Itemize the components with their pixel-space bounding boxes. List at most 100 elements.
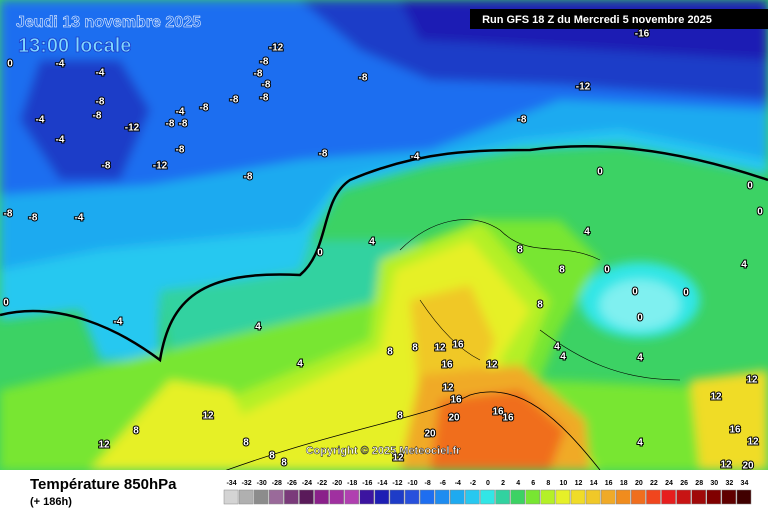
isotherm-label: 12 (486, 360, 498, 371)
isotherm-label: 12 (98, 440, 110, 451)
legend-label: 6 (531, 480, 535, 487)
legend-label: -22 (317, 480, 327, 487)
legend-label: -8 (425, 480, 431, 487)
isotherm-label: -4 (411, 152, 420, 163)
legend-swatch (631, 489, 646, 505)
isotherm-label: -8 (518, 115, 527, 126)
legend-label: -26 (287, 480, 297, 487)
isotherm-label: 0 (7, 59, 13, 70)
isotherm-label: 0 (632, 287, 638, 298)
forecast-date: Jeudi 13 novembre 2025 (16, 14, 201, 31)
legend-swatch (329, 489, 344, 505)
legend-label: 10 (560, 480, 568, 487)
isotherm-label: 20 (424, 429, 436, 440)
isotherm-label: 0 (757, 207, 763, 218)
isotherm-label: -8 (319, 149, 328, 160)
legend-swatch (314, 489, 329, 505)
isotherm-label: -12 (576, 82, 591, 93)
isotherm-label: 16 (441, 360, 453, 371)
legend-swatch (465, 489, 480, 505)
isotherm-label: -4 (56, 135, 65, 146)
isotherm-label: -4 (114, 317, 123, 328)
isotherm-label: -8 (262, 80, 271, 91)
isotherm-label: -8 (244, 172, 253, 183)
isotherm-label: -8 (176, 145, 185, 156)
legend-swatch (419, 489, 435, 505)
legend-label: 16 (605, 480, 613, 487)
isotherm-label: 4 (584, 227, 590, 238)
legend-label: -4 (455, 480, 461, 487)
legend-swatch (374, 489, 390, 505)
legend-swatch (676, 489, 691, 505)
legend-label: 30 (710, 480, 718, 487)
legend-swatch (238, 489, 254, 505)
isotherm-label: -8 (96, 97, 105, 108)
isotherm-label: -8 (260, 93, 269, 104)
isotherm-label: 16 (502, 413, 514, 424)
isotherm-label: 4 (560, 352, 566, 363)
legend-label: 28 (695, 480, 703, 487)
legend-label: -32 (242, 480, 252, 487)
legend-swatch (555, 489, 571, 505)
isotherm-label: -8 (102, 161, 111, 172)
isotherm-label: 8 (397, 411, 403, 422)
isotherm-label: 12 (720, 460, 732, 471)
legend-swatch (646, 489, 661, 505)
legend-swatch (389, 489, 405, 505)
isotherm-label: -8 (359, 73, 368, 84)
legend-swatch (434, 489, 450, 505)
isotherm-label: 16 (729, 425, 741, 436)
isotherm-label: 0 (3, 298, 9, 309)
isotherm-label: -8 (93, 111, 102, 122)
legend-swatch (269, 489, 284, 505)
isotherm-label: 8 (281, 458, 287, 469)
isotherm-label: -4 (75, 213, 84, 224)
isotherm-label: 16 (450, 395, 462, 406)
legend-swatch (223, 489, 239, 505)
legend-swatch (495, 489, 510, 505)
isotherm-label: 16 (492, 407, 504, 418)
legend-swatch (404, 489, 420, 505)
legend-label: -18 (347, 480, 357, 487)
isotherm-label: 12 (747, 437, 759, 448)
isotherm-label: 8 (412, 343, 418, 354)
legend-swatch (359, 489, 375, 505)
legend-swatch (253, 489, 269, 505)
legend-swatch (344, 489, 360, 505)
isotherm-label: 20 (742, 461, 754, 472)
isotherm-label: 0 (747, 181, 753, 192)
isotherm-label: 8 (133, 426, 139, 437)
legend-swatch (615, 489, 631, 505)
isotherm-label: 12 (392, 453, 404, 464)
legend-label: -6 (440, 480, 446, 487)
legend-swatch (600, 489, 616, 505)
legend-label: -10 (408, 480, 418, 487)
legend-label: -2 (470, 480, 476, 487)
isotherm-label: 8 (517, 245, 523, 256)
temperature-field (0, 0, 768, 470)
field-title: Température 850hPa (30, 476, 177, 493)
legend-label: 12 (575, 480, 583, 487)
legend-swatch (706, 489, 722, 505)
isotherm-label: 0 (637, 313, 643, 324)
lead-time: (+ 186h) (30, 496, 72, 508)
isotherm-label: 8 (387, 347, 393, 358)
legend-label: 32 (725, 480, 733, 487)
isotherm-label: 4 (554, 342, 560, 353)
isotherm-label: -12 (269, 43, 284, 54)
isotherm-label: 0 (597, 167, 603, 178)
legend-label: 20 (635, 480, 643, 487)
isotherm-label: 0 (317, 248, 323, 259)
legend-label: -28 (272, 480, 282, 487)
forecast-time: 13:00 locale (18, 35, 131, 57)
isotherm-label: -4 (96, 68, 105, 79)
legend-swatch (691, 489, 706, 505)
legend-swatch (525, 489, 541, 505)
legend-swatch (721, 489, 737, 505)
isotherm-label: 8 (537, 300, 543, 311)
legend-swatch (661, 489, 676, 505)
isotherm-label: 4 (297, 359, 303, 370)
isotherm-label: -8 (260, 57, 269, 68)
legend-label: -12 (392, 480, 402, 487)
